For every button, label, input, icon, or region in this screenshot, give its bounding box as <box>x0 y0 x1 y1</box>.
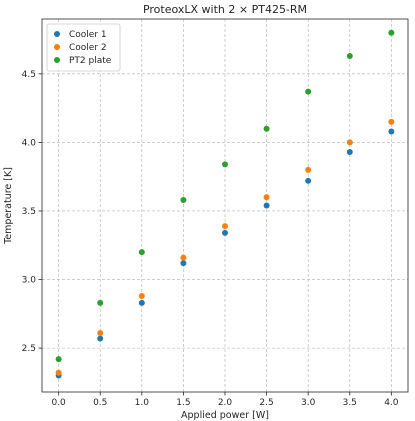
legend-marker <box>54 31 60 37</box>
grid-layer <box>42 19 408 392</box>
x-tick-label: 1.5 <box>176 398 190 408</box>
y-tick-label: 4.0 <box>22 138 37 148</box>
legend: Cooler 1 Cooler 2 PT2 plate <box>46 23 121 72</box>
x-tick-label: 0.5 <box>93 398 107 408</box>
data-point-series-3 <box>138 249 145 256</box>
x-tick-label: 2.5 <box>259 398 273 408</box>
data-point-series-1 <box>346 149 353 156</box>
data-point-series-3 <box>97 299 104 306</box>
legend-label: Cooler 1 <box>69 30 107 40</box>
data-point-series-2 <box>180 254 187 261</box>
points-layer <box>55 29 395 379</box>
data-point-series-3 <box>55 356 62 363</box>
data-point-series-1 <box>97 335 104 342</box>
x-tick-label: 3.5 <box>343 398 357 408</box>
y-tick-label: 2.5 <box>22 344 36 354</box>
data-point-series-2 <box>138 293 145 300</box>
data-point-series-1 <box>305 177 312 184</box>
data-point-series-1 <box>263 202 270 209</box>
data-point-series-2 <box>388 118 395 125</box>
y-tick-label: 3.5 <box>22 207 36 217</box>
legend-label: Cooler 2 <box>69 43 107 53</box>
data-point-series-3 <box>180 197 187 204</box>
x-tick-label: 0.0 <box>51 398 66 408</box>
x-axis-label: Applied power [W] <box>181 410 269 421</box>
data-point-series-1 <box>138 299 145 306</box>
data-point-series-2 <box>346 139 353 146</box>
y-axis-label: Temperature [K] <box>3 167 14 245</box>
data-point-series-1 <box>180 260 187 267</box>
legend-marker <box>54 44 60 50</box>
x-tick-label: 3.0 <box>301 398 316 408</box>
y-tick-label: 3.0 <box>22 276 37 286</box>
legend-label: PT2 plate <box>69 56 112 66</box>
data-point-series-1 <box>388 128 395 135</box>
x-tick-label: 4.0 <box>384 398 399 408</box>
data-point-series-2 <box>97 330 104 337</box>
data-point-series-2 <box>263 194 270 201</box>
x-tick-label: 1.0 <box>135 398 150 408</box>
legend-marker <box>54 57 60 63</box>
data-point-series-2 <box>55 369 62 376</box>
data-point-series-3 <box>305 88 312 95</box>
data-point-series-1 <box>222 229 228 236</box>
x-tick-label: 2.0 <box>218 398 233 408</box>
data-point-series-2 <box>305 166 312 173</box>
legend-box <box>46 23 121 72</box>
data-point-series-3 <box>263 125 270 132</box>
data-point-series-3 <box>388 29 395 36</box>
y-tick-label: 4.5 <box>22 70 36 80</box>
data-point-series-3 <box>222 161 228 168</box>
ticks-layer: 0.0 0.5 1.0 1.5 2.0 2.5 3.0 3.5 4.0 2.5 3.0 3.5 4.0 4… <box>22 70 399 408</box>
chart-title: ProteoxLX with 2 × PT425-RM <box>143 3 307 16</box>
data-point-series-2 <box>222 223 228 230</box>
data-point-series-3 <box>346 53 353 60</box>
